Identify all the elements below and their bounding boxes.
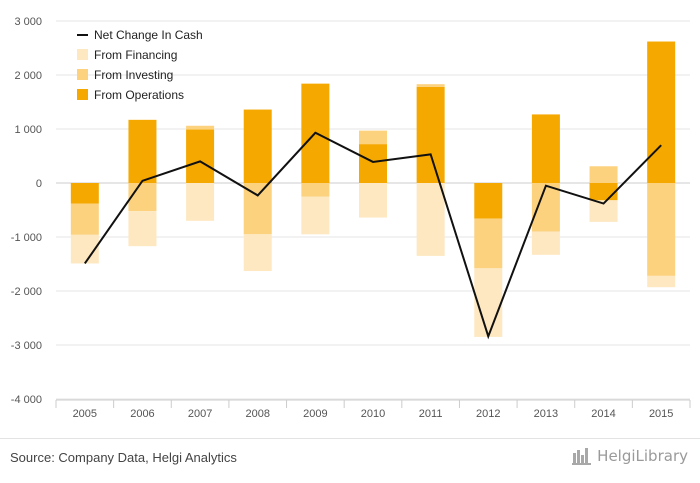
- bar: [301, 196, 330, 235]
- bar: [359, 183, 387, 218]
- bar: [474, 218, 503, 269]
- y-tick-label: -4 000: [11, 394, 42, 406]
- net-change-line: [83, 131, 662, 340]
- y-tick-label: -2 000: [11, 286, 42, 298]
- cash-flow-chart: -4 000 -3 000 -2 000 -1 000 0 1 000 2 000 3 000…: [11, 16, 691, 420]
- bar: [589, 166, 618, 183]
- bar: [589, 200, 618, 222]
- x-tick-label: 2012: [476, 408, 500, 420]
- y-tick-label: 1 000: [14, 124, 42, 136]
- x-tick-label: 2010: [361, 408, 385, 420]
- legend-swatch: [77, 69, 88, 80]
- legend-label: From Investing: [94, 68, 173, 82]
- bar: [589, 183, 618, 201]
- legend-label: From Operations: [94, 88, 184, 102]
- bar: [531, 231, 560, 255]
- bar: [416, 84, 445, 87]
- legend: Net Change In Cash From Financing From Inv…: [77, 28, 203, 102]
- brand-logo[interactable]: HelgiLibrary: [572, 447, 688, 465]
- series-line: [83, 131, 662, 340]
- y-tick-label: 0: [36, 178, 42, 190]
- x-tick-label: 2014: [591, 408, 615, 420]
- legend-swatch: [77, 89, 88, 100]
- x-axis: 2005 2006 2007 2008 2009 2010 2011 2012 2013 2014…: [55, 399, 691, 420]
- bar: [186, 125, 215, 130]
- bar: [301, 183, 330, 197]
- bar: [128, 183, 157, 212]
- bar: [243, 234, 272, 272]
- bar: [70, 183, 99, 204]
- bar: [70, 203, 99, 235]
- x-tick-label: 2008: [245, 408, 269, 420]
- legend-swatch: [77, 49, 88, 60]
- bar: [186, 129, 215, 183]
- footer-divider: [0, 438, 700, 439]
- bar: [359, 130, 387, 145]
- bar: [416, 86, 445, 183]
- bar: [647, 41, 676, 183]
- legend-label: From Financing: [94, 48, 177, 62]
- bar: [359, 144, 387, 183]
- y-tick-label: -3 000: [11, 340, 42, 352]
- bar: [531, 183, 560, 232]
- bar: [186, 183, 215, 221]
- x-tick-label: 2011: [419, 408, 443, 420]
- bar: [647, 275, 676, 288]
- bar: [474, 268, 503, 337]
- legend-label: Net Change In Cash: [94, 28, 203, 42]
- x-tick-label: 2009: [303, 408, 327, 420]
- y-tick-label: 2 000: [14, 70, 42, 82]
- x-tick-label: 2005: [73, 408, 97, 420]
- bar: [243, 183, 272, 235]
- source-note: Source: Company Data, Helgi Analytics: [10, 450, 237, 465]
- y-axis: -4 000 -3 000 -2 000 -1 000 0 1 000 2 000 3 000: [11, 16, 42, 406]
- y-tick-label: 3 000: [14, 16, 42, 28]
- brand-name: HelgiLibrary: [597, 447, 688, 465]
- bar: [416, 183, 445, 256]
- library-icon: [572, 448, 592, 465]
- y-tick-label: -1 000: [11, 232, 42, 244]
- x-tick-label: 2013: [534, 408, 558, 420]
- x-tick-label: 2006: [130, 408, 154, 420]
- bars: [70, 41, 676, 337]
- bar: [128, 119, 157, 183]
- bar: [474, 183, 503, 219]
- bar: [531, 114, 560, 183]
- bar: [128, 211, 157, 247]
- bar: [243, 109, 272, 183]
- x-tick-label: 2015: [649, 408, 673, 420]
- bar: [647, 183, 676, 276]
- x-tick-label: 2007: [188, 408, 212, 420]
